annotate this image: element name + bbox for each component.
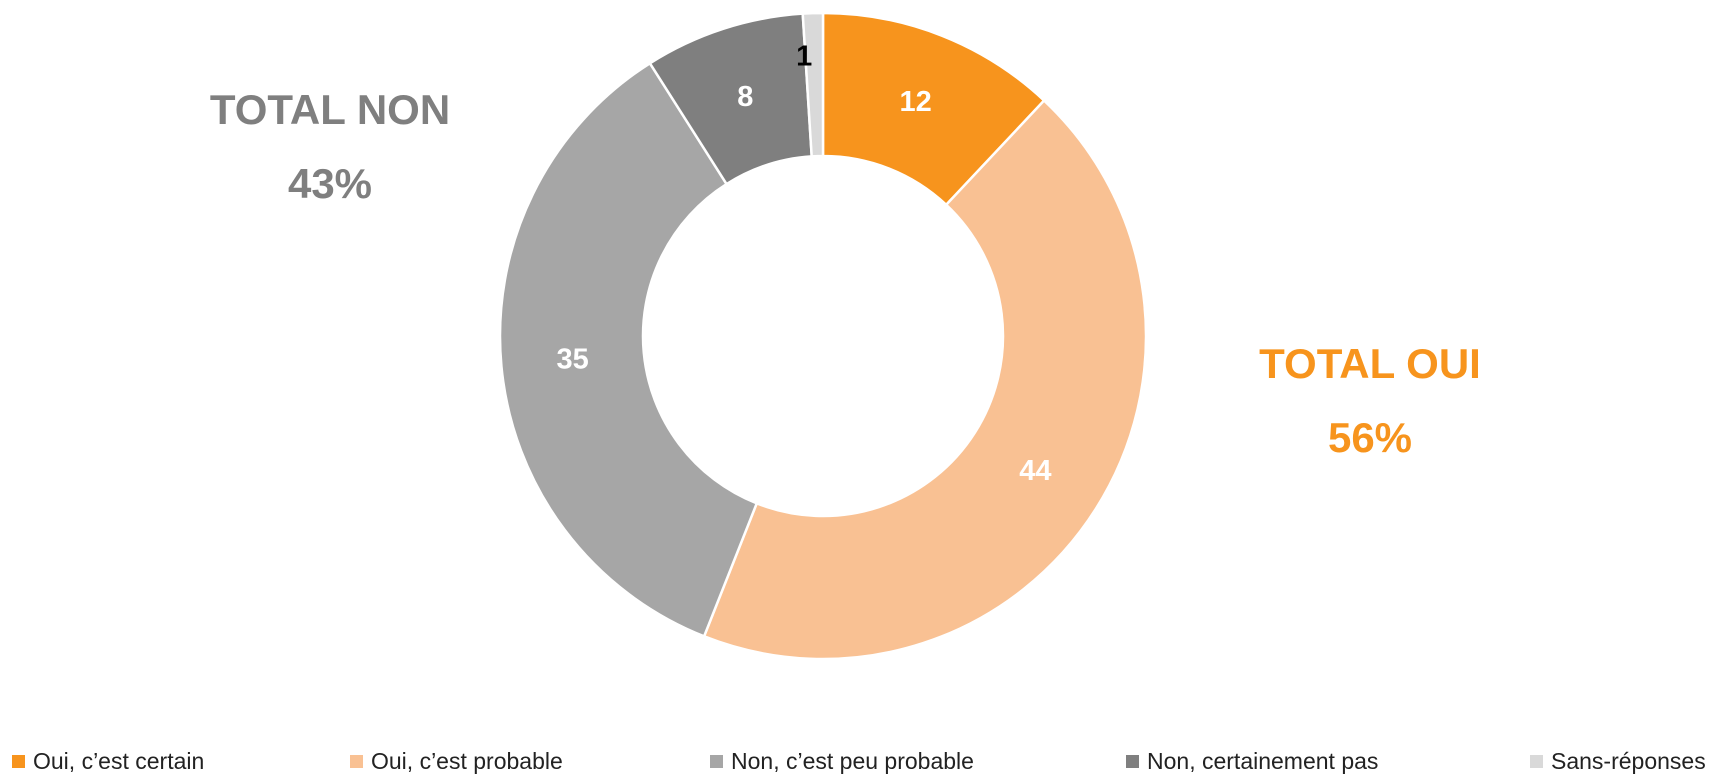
legend-label: Non, c’est peu probable (731, 748, 974, 774)
legend-swatch (1530, 755, 1543, 768)
data-label-non-certainement-pas: 8 (737, 81, 753, 113)
total-oui-title: TOTAL OUI (1259, 340, 1481, 387)
donut-slice-sans-reponses (801, 11, 825, 158)
legend-label: Oui, c’est certain (33, 748, 205, 774)
data-label-non-peu-probable: 35 (556, 344, 588, 376)
legend-label: Sans-réponses (1551, 748, 1706, 774)
data-label-oui-certain: 12 (899, 86, 931, 118)
data-label-oui-probable: 44 (1019, 455, 1051, 487)
legend-item-sans-reponses: Sans-réponses (1530, 748, 1706, 775)
legend-item-non-certainement-pas: Non, certainement pas (1126, 748, 1378, 775)
chart-legend: Oui, c’est certain Oui, c’est probable N… (0, 748, 1718, 774)
donut-data-labels: 12 44 35 8 1 (556, 41, 1051, 487)
legend-label: Non, certainement pas (1147, 748, 1379, 774)
total-oui-value: 56% (1327, 414, 1413, 461)
donut-slice-non-peu-probable (498, 61, 759, 638)
donut-slices (498, 11, 1148, 661)
total-non-value: 43% (287, 160, 373, 207)
legend-swatch (12, 755, 25, 768)
legend-swatch (1126, 755, 1139, 768)
legend-item-oui-probable: Oui, c’est probable (350, 748, 563, 775)
donut-slice-oui-probable (702, 98, 1148, 661)
total-non-title: TOTAL NON (209, 86, 451, 133)
legend-item-non-peu-probable: Non, c’est peu probable (710, 748, 974, 775)
legend-swatch (350, 755, 363, 768)
legend-label: Oui, c’est probable (371, 748, 563, 774)
legend-swatch (710, 755, 723, 768)
data-label-sans-reponses: 1 (796, 41, 812, 73)
legend-item-oui-certain: Oui, c’est certain (12, 748, 204, 775)
